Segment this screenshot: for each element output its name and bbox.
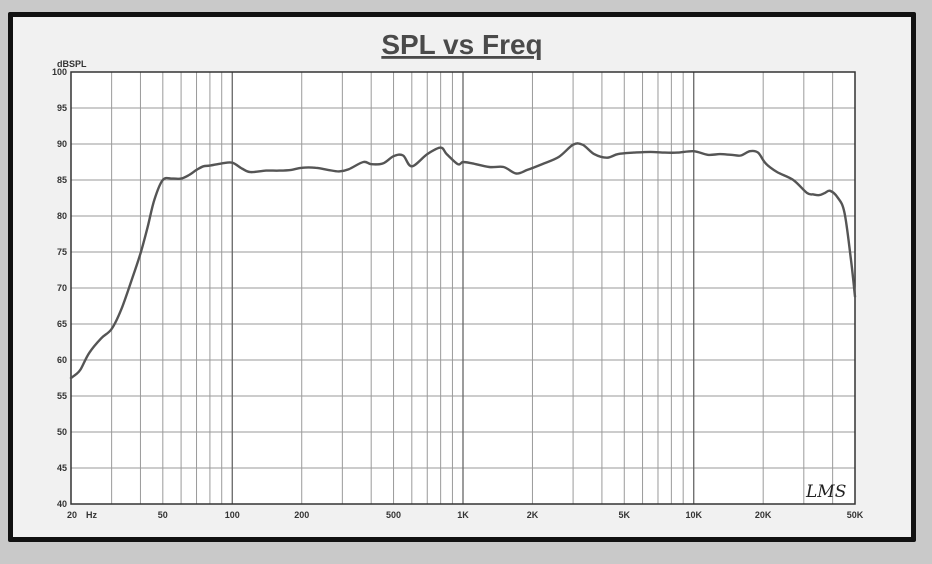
plot-area — [69, 142, 857, 380]
chart-title: SPL vs Freq — [381, 29, 542, 60]
y-tick-label: 70 — [57, 283, 67, 293]
x-tick-label: 50 — [158, 510, 168, 520]
x-tick-label: 5K — [619, 510, 631, 520]
chart-panel: SPL vs Freq 40 45 50 55 60 65 70 75 80 85 90 95 100 2… — [13, 17, 911, 537]
x-tick-label: 500 — [386, 510, 401, 520]
y-tick-label: 55 — [57, 391, 67, 401]
y-tick-label: 90 — [57, 139, 67, 149]
y-tick-label: 95 — [57, 103, 67, 113]
grid — [70, 71, 856, 505]
y-tick-label: 85 — [57, 175, 67, 185]
spl-response-line — [69, 142, 857, 380]
x-tick-label: 20 — [67, 510, 77, 520]
x-tick-label: 2K — [527, 510, 539, 520]
axis-labels: 40 45 50 55 60 65 70 75 80 85 90 95 100 20 50 100 200 500… — [52, 67, 864, 520]
y-axis-unit-label: dBSPL — [57, 59, 87, 69]
y-tick-label: 60 — [57, 355, 67, 365]
x-tick-label: 1K — [457, 510, 469, 520]
x-axis-unit-label: Hz — [86, 510, 97, 520]
y-tick-label: 40 — [57, 499, 67, 509]
lms-watermark: LMS — [805, 482, 846, 502]
y-tick-label: 65 — [57, 319, 67, 329]
y-tick-label: 80 — [57, 211, 67, 221]
y-tick-label: 75 — [57, 247, 67, 257]
x-tick-label: 10K — [685, 510, 702, 520]
y-tick-label: 50 — [57, 427, 67, 437]
y-tick-label: 45 — [57, 463, 67, 473]
spl-chart: SPL vs Freq 40 45 50 55 60 65 70 75 80 85 90 95 100 2… — [52, 29, 864, 520]
x-tick-label: 50K — [847, 510, 864, 520]
x-tick-label: 20K — [755, 510, 772, 520]
y-tick-label: 100 — [52, 67, 67, 77]
x-tick-label: 100 — [225, 510, 240, 520]
x-tick-label: 200 — [294, 510, 309, 520]
